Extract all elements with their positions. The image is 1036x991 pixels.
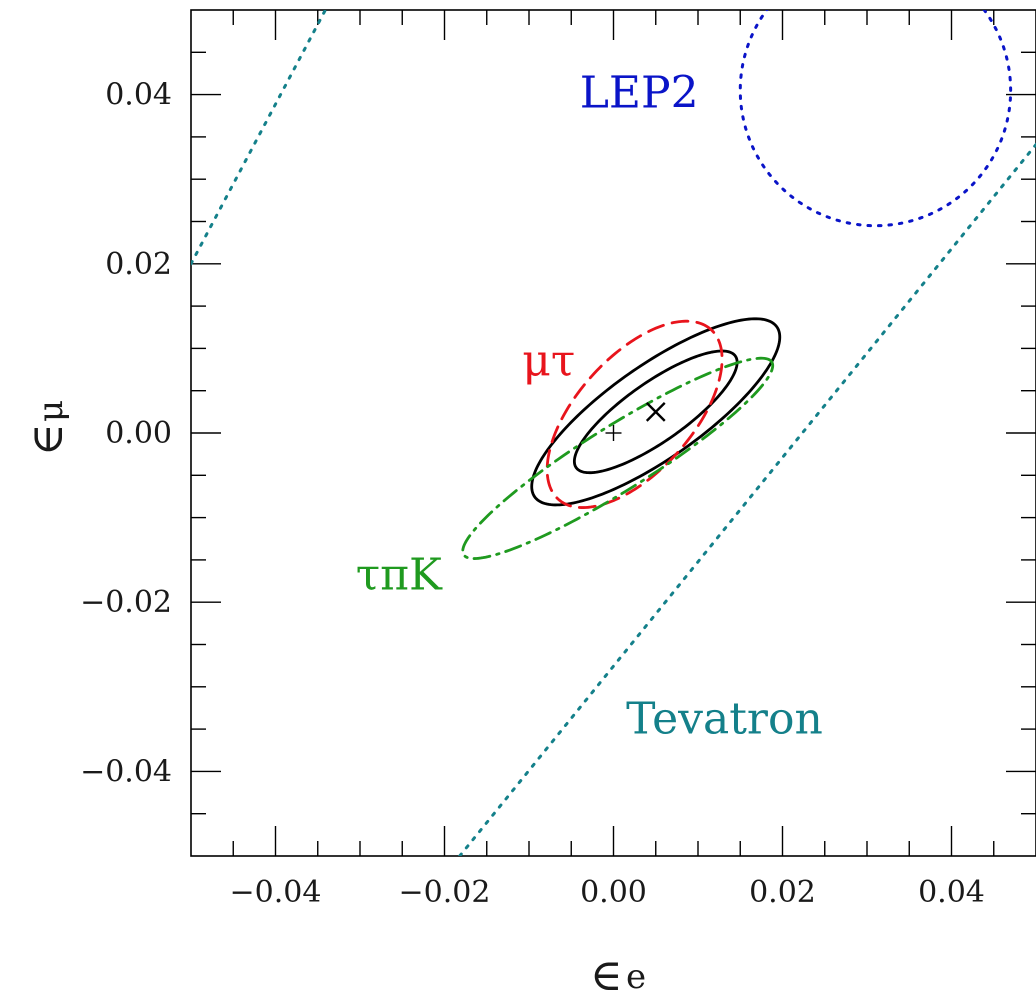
x-tick-label: 0.00 — [580, 875, 647, 910]
x-tick-label: −0.04 — [230, 875, 322, 910]
contour-tevatron-upper — [191, 10, 327, 266]
label-μτ: μτ — [522, 335, 575, 386]
x-tick-label: 0.02 — [749, 875, 816, 910]
markers — [605, 402, 666, 441]
x-axis-title: ∈ — [590, 950, 623, 991]
contour-μτ — [545, 319, 724, 509]
contour-tevatron-lower — [458, 143, 1036, 856]
y-axis-title: ∈ — [22, 423, 73, 456]
y-tick-label: −0.04 — [80, 754, 172, 789]
x-tick-label: −0.02 — [399, 875, 491, 910]
contour-τπk — [461, 356, 775, 560]
contour-lep2 — [738, 10, 1013, 228]
best-fit-marker — [645, 402, 666, 422]
region-labels: LEP2 μτ τπK Tevatron — [356, 67, 823, 744]
contours — [191, 10, 1036, 856]
x-tick-label: 0.04 — [918, 875, 985, 910]
y-axis-title-group: ∈ μ — [22, 400, 73, 456]
label-τπk: τπK — [356, 550, 443, 601]
y-tick-label: −0.02 — [80, 585, 172, 620]
y-axis-subscript: μ — [31, 400, 71, 422]
label-lep2: LEP2 — [580, 67, 699, 118]
y-tick-label: 0.04 — [105, 78, 172, 113]
y-tick-label: 0.02 — [105, 247, 172, 282]
y-tick-label: 0.00 — [105, 416, 172, 451]
x-axis-subscript: e — [626, 957, 646, 991]
label-tevatron: Tevatron — [626, 693, 823, 744]
ticks — [191, 10, 1036, 856]
contour-fit-1 — [530, 317, 782, 507]
tick-labels: −0.04 −0.02 0.00 0.02 0.04 −0.04 −0.02 0.00 0.02… — [80, 78, 985, 910]
